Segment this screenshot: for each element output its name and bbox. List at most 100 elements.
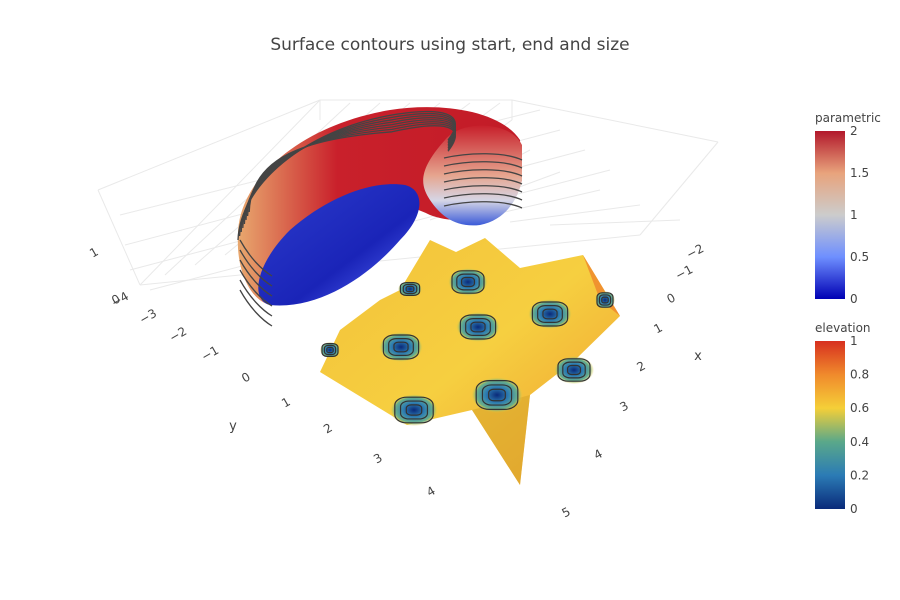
colorbar-tick-label: 0.4	[850, 435, 869, 449]
colorbar-parametric-title: parametric	[815, 111, 881, 125]
colorbar-tick-label: 0.6	[850, 401, 869, 415]
colorbar-tick-label: 0.2	[850, 468, 869, 482]
parametric-contour-line	[443, 153, 523, 161]
grid-line	[139, 234, 641, 286]
elevation-surface	[320, 238, 620, 485]
well-fill	[448, 268, 488, 296]
y-axis-title: y	[229, 419, 237, 434]
well-fill	[456, 312, 500, 342]
x-axis-title: x	[694, 349, 702, 364]
elevation-contour-line	[470, 321, 486, 333]
elevation-contour-line	[382, 334, 420, 360]
elevation-contour-line	[399, 282, 421, 297]
elevation-contour-line	[388, 338, 414, 357]
y-tick-label: 0	[239, 370, 253, 386]
parametric-contour-line	[243, 119, 456, 225]
parametric-contour-line	[239, 289, 273, 327]
elevation-well	[390, 394, 438, 426]
elevation-contour-line	[475, 380, 519, 411]
y-tick-label: −2	[167, 324, 189, 345]
y-tick-label: 4	[424, 484, 438, 500]
colorbar-elevation: elevation 0 0.2 0.4 0.6 0.8 1	[815, 321, 871, 516]
grid-line	[97, 99, 321, 191]
colorbar-tick-label: 0.8	[850, 368, 869, 382]
grid-line	[639, 141, 719, 236]
x-tick-label: 3	[617, 398, 630, 414]
parametric-contour-line	[239, 249, 273, 287]
x-tick-label: 4	[591, 446, 604, 462]
y-tick-label: 1	[279, 395, 293, 411]
elevation-contour-line	[465, 318, 491, 337]
well-fill	[390, 394, 438, 426]
elevation-contour-line	[537, 305, 563, 324]
well-fill	[471, 377, 523, 413]
x-tick-label: −2	[684, 241, 706, 262]
parametric-contour-line	[443, 177, 523, 185]
x-tick-label: 2	[634, 358, 647, 374]
parametric-surface	[237, 107, 523, 327]
colorbar-tick-label: 0.5	[850, 250, 869, 264]
parametric-contour-line	[239, 259, 273, 297]
elevation-well	[456, 312, 500, 342]
parametric-contour-line	[239, 279, 273, 317]
elevation-contour-line	[461, 276, 476, 288]
grid-line	[139, 99, 321, 286]
x-tick-label: 0	[664, 290, 677, 306]
colorbar-tick-label: 2	[850, 124, 858, 138]
elevation-contour-line	[598, 294, 612, 306]
y-tick-label: 2	[321, 421, 335, 437]
colorbar-elevation-ticks: 0 0.2 0.4 0.6 0.8 1	[850, 334, 869, 516]
well-fill	[595, 291, 615, 309]
grid-line	[511, 99, 719, 143]
elevation-well	[554, 356, 594, 384]
elevation-contour-line	[562, 361, 586, 379]
colorbar-elevation-gradient	[815, 341, 845, 509]
elevation-contour-line	[459, 314, 497, 340]
elevation-well	[379, 332, 423, 362]
elevation-contour-line	[488, 388, 506, 402]
grid-line	[509, 204, 641, 223]
elevation-well	[448, 268, 488, 296]
colorbar-elevation-title: elevation	[815, 321, 871, 335]
x-tick-label: 1	[651, 320, 664, 336]
elevation-contour-line	[596, 292, 614, 308]
z-tick-label: 1	[87, 245, 101, 261]
elevation-contour-line	[456, 273, 480, 291]
colorbar-tick-label: 1	[850, 334, 858, 348]
parametric-contour-line	[443, 201, 523, 209]
parametric-contour-line	[239, 239, 273, 277]
colorbar-tick-label: 0	[850, 292, 858, 306]
elevation-ridge-shade	[472, 395, 530, 485]
elevation-contour-line	[326, 346, 334, 354]
well-fill	[398, 281, 422, 297]
parametric-contour-line	[443, 185, 523, 193]
parametric-contour-line	[242, 117, 456, 229]
x-tick-label: 5	[559, 504, 572, 520]
parametric-contours	[237, 110, 523, 327]
elevation-well	[528, 299, 572, 329]
elevation-contour-line	[481, 384, 513, 406]
parametric-contour-line	[443, 161, 523, 169]
elevation-well	[398, 281, 422, 297]
torus-cut-face	[258, 184, 420, 306]
y-tick-label: 3	[371, 451, 385, 467]
elevation-contour-line	[566, 364, 581, 376]
elevation-well	[595, 291, 615, 309]
parametric-contour-line	[248, 125, 456, 213]
colorbar-parametric-ticks: 0 0.5 1 1.5 2	[850, 124, 869, 306]
y-tick-label: −3	[137, 306, 159, 327]
parametric-contour-line	[443, 169, 523, 177]
grid-line	[97, 189, 141, 286]
colorbar-tick-label: 1.5	[850, 166, 869, 180]
well-fill	[379, 332, 423, 362]
elevation-contour-line	[601, 296, 609, 304]
elevation-contour-line	[451, 270, 485, 294]
elevation-contour-line	[542, 308, 558, 320]
colorbar-tick-label: 1	[850, 208, 858, 222]
parametric-contour-line	[238, 112, 456, 237]
elevation-contour-line	[394, 396, 434, 424]
elevation-contour-line	[323, 344, 337, 356]
y-tick-label: −1	[199, 343, 221, 364]
